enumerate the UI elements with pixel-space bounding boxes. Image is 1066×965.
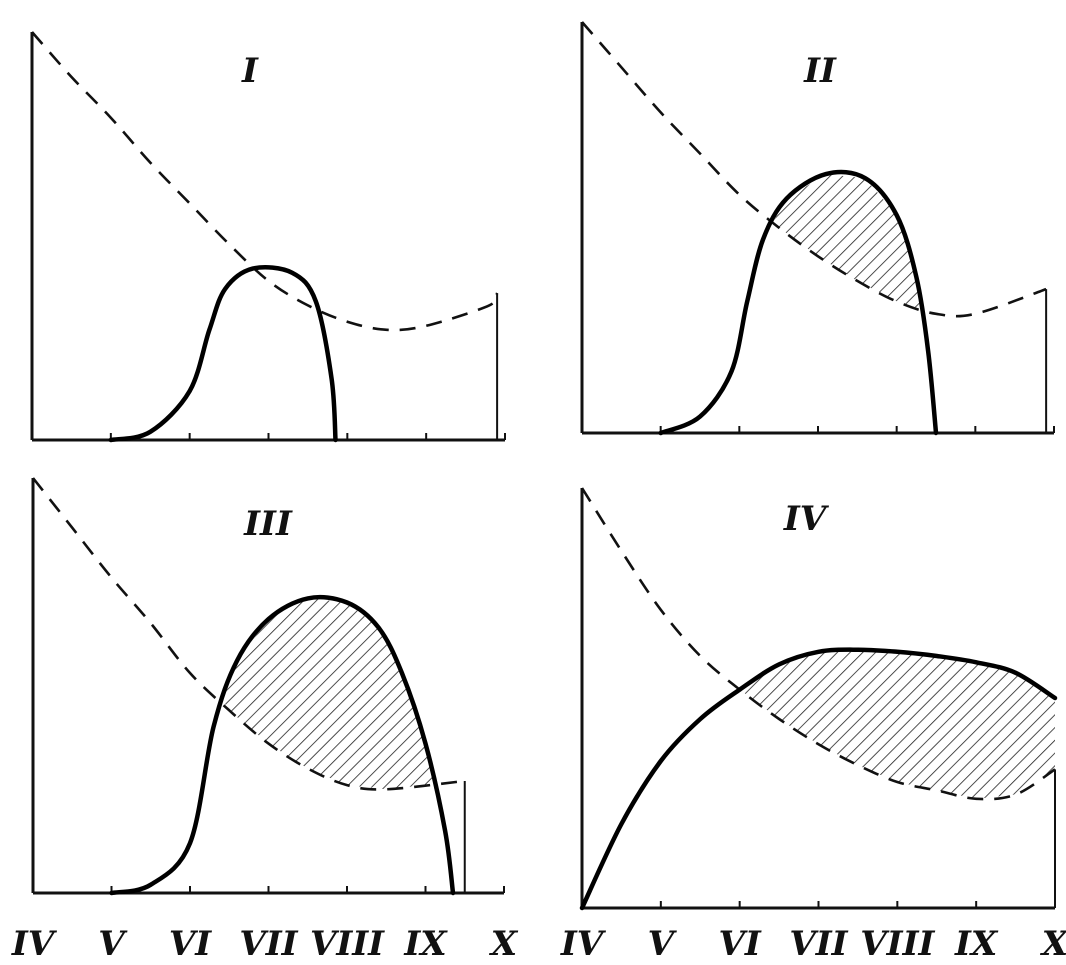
x-tick-label: IX (403, 924, 448, 964)
dashed-series (31, 477, 465, 791)
panel-title: IV (783, 499, 830, 539)
panel-3: III (31, 477, 505, 896)
solid-series (579, 647, 1058, 911)
dashed-series (31, 31, 499, 332)
panel-title: I (241, 51, 259, 91)
x-tick-label: VIII (310, 924, 385, 964)
shaded-region (225, 598, 453, 893)
x-tick-label: V (648, 924, 678, 964)
x-tick-label: X (1040, 924, 1066, 964)
x-tick-label: X (489, 924, 519, 964)
panel-1: I (30, 31, 506, 443)
shaded-region (743, 649, 1055, 799)
x-tick-label: VIII (860, 924, 935, 964)
x-tick-label: IV (560, 924, 607, 964)
panel-title: II (803, 51, 837, 91)
solid-series (108, 265, 338, 443)
panel-4: IV (579, 487, 1058, 911)
x-tick-label: V (98, 924, 128, 964)
x-tick-label: VI (169, 924, 212, 964)
dashed-series (581, 21, 1047, 318)
shaded-region (770, 174, 936, 433)
solid-series (109, 594, 456, 896)
panel-2: II (580, 21, 1055, 436)
dashed-series (580, 487, 1056, 801)
x-tick-label: VII (239, 924, 298, 964)
x-tick-label: VI (719, 924, 762, 964)
panel-title: III (243, 504, 293, 544)
x-tick-label: VII (789, 924, 848, 964)
solid-series (658, 169, 939, 436)
x-tick-label: IV (11, 924, 58, 964)
x-tick-label: IX (954, 924, 999, 964)
